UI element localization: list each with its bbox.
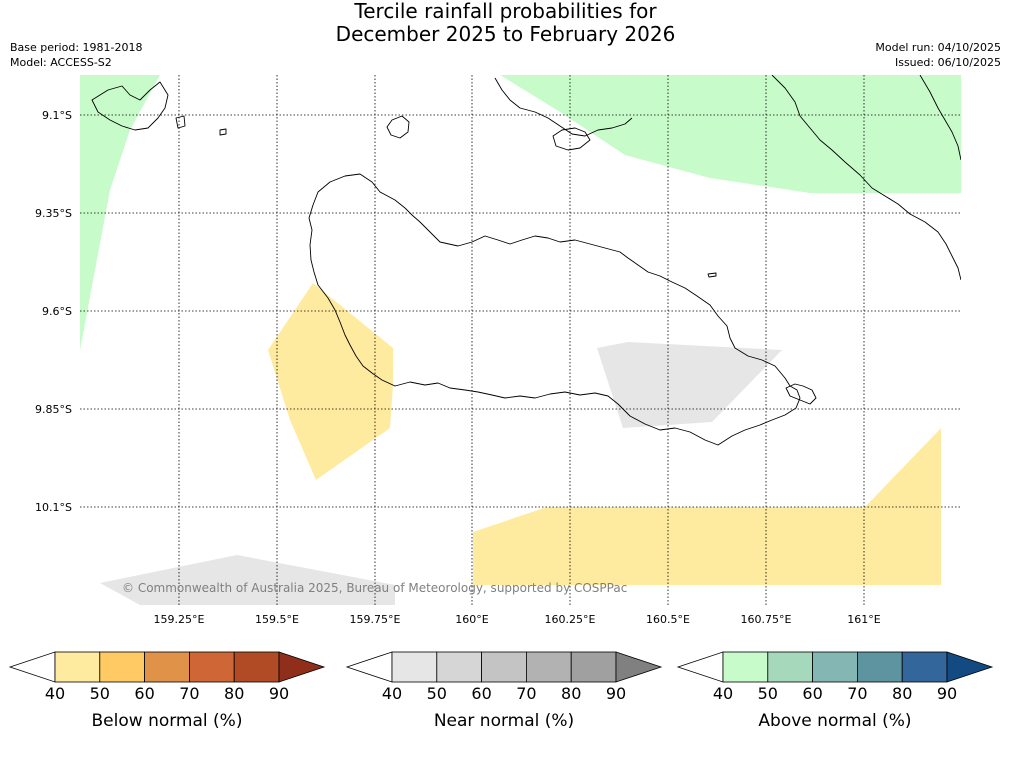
above-colorbar-segment (901, 651, 948, 683)
near-colorbar-segment (570, 651, 617, 683)
above-colorbar-left-arrow (676, 651, 724, 683)
below-colorbar-tick-label: 90 (269, 684, 289, 703)
savo-island-coastline (386, 115, 410, 139)
above-colorbar-tick-label: 80 (892, 684, 912, 703)
near-colorbar-segment (526, 651, 572, 683)
above-colorbar-right-arrow (946, 651, 994, 683)
gridlines (80, 75, 961, 605)
near-colorbar-segment (436, 651, 482, 683)
near-colorbar-segment (481, 651, 527, 683)
lon-label-1: 159.25°E (154, 613, 205, 626)
map-title: Tercile rainfall probabilities for Decem… (0, 0, 1011, 46)
above-normal-region-northeast (500, 75, 961, 193)
lat-label-1: 9.1°S (42, 109, 72, 122)
above-colorbar-tick-label: 60 (802, 684, 822, 703)
above-colorbar-tick-label: 90 (937, 684, 957, 703)
east-islets-coastline (785, 383, 817, 405)
below-colorbar-segment (99, 651, 146, 683)
makira-east-coastline (919, 75, 961, 161)
lon-label-3: 159.75°E (350, 613, 401, 626)
lon-label-2: 159.5°E (255, 613, 299, 626)
lat-label-2: 9.35°S (35, 207, 72, 220)
near-normal-colorbar: 40 50 60 70 80 90 Near normal (%) (345, 651, 663, 731)
title-line-2: December 2025 to February 2026 (335, 22, 676, 46)
lon-label-6: 160.5°E (646, 613, 690, 626)
below-colorbar-title: Below normal (%) (92, 711, 243, 731)
above-colorbar-tick-label: 70 (847, 684, 867, 703)
model-text: Model: ACCESS-S2 (10, 56, 112, 69)
above-colorbar-segment (857, 651, 903, 683)
near-normal-region-southwest (100, 555, 395, 605)
near-normal-region-east (597, 342, 782, 428)
issued-text: Issued: 06/10/2025 (894, 56, 1001, 69)
meta-right: Model run: 04/10/2025 Issued: 06/10/2025 (875, 40, 1001, 70)
latitude-labels: 9.1°S 9.35°S 9.6°S 9.85°S 10.1°S (35, 109, 72, 514)
model-run-text: Model run: 04/10/2025 (875, 41, 1001, 54)
near-colorbar-tick-label: 80 (561, 684, 581, 703)
above-colorbar-segment (722, 651, 769, 683)
near-colorbar-title: Near normal (%) (434, 711, 574, 731)
florida-islet-2-coastline (219, 128, 227, 136)
florida-islands-coastline (91, 81, 169, 131)
malaita-islets-coastline (552, 127, 591, 151)
near-colorbar-left-arrow (345, 651, 393, 683)
near-colorbar-tick-label: 40 (382, 684, 402, 703)
below-colorbar-tick-label: 40 (45, 684, 65, 703)
map-panel: © Commonwealth of Australia 2025, Bureau… (80, 75, 961, 605)
meta-left: Base period: 1981-2018 Model: ACCESS-S2 (10, 40, 142, 70)
above-colorbar-tick-label: 40 (713, 684, 733, 703)
copyright-credit: © Commonwealth of Australia 2025, Bureau… (122, 581, 627, 595)
below-colorbar-tick-label: 50 (90, 684, 110, 703)
florida-islet-1-coastline (175, 115, 186, 129)
near-colorbar-segment (391, 651, 438, 683)
malaita-coastline (494, 77, 633, 137)
above-colorbar-tick-label: 50 (758, 684, 778, 703)
above-colorbar-segment (767, 651, 813, 683)
lat-label-5: 10.1°S (35, 501, 72, 514)
lon-label-4: 160°E (455, 613, 488, 626)
near-colorbar-tick-label: 90 (606, 684, 626, 703)
lat-label-3: 9.6°S (42, 305, 72, 318)
lon-label-5: 160.25°E (545, 613, 596, 626)
above-colorbar-title: Above normal (%) (758, 711, 911, 731)
colorbar-legends: 40 50 60 70 80 90 Below normal (%) 40 50 60 70 80 90… (8, 651, 994, 731)
below-normal-region-west (268, 283, 393, 480)
below-colorbar-segment (188, 651, 235, 683)
below-colorbar-tick-label: 80 (224, 684, 244, 703)
below-colorbar-right-arrow (278, 651, 326, 683)
below-colorbar-left-arrow (8, 651, 56, 683)
longitude-labels: 159.25°E 159.5°E 159.75°E 160°E 160.25°E… (154, 613, 881, 626)
below-colorbar-segment (233, 651, 280, 683)
islet-coastline (707, 272, 717, 278)
near-colorbar-tick-label: 50 (427, 684, 447, 703)
lon-label-7: 160.75°E (741, 613, 792, 626)
near-colorbar-tick-label: 60 (471, 684, 491, 703)
above-colorbar-segment (812, 651, 858, 683)
below-colorbar-tick-label: 70 (179, 684, 199, 703)
below-colorbar-segment (54, 651, 101, 683)
guadalcanal-coastline (308, 173, 801, 446)
below-colorbar-tick-label: 60 (134, 684, 154, 703)
near-colorbar-right-arrow (615, 651, 663, 683)
above-normal-colorbar: 40 50 60 70 80 90 Above normal (%) (676, 651, 994, 731)
makira-coastline (771, 75, 961, 281)
lon-label-8: 161°E (847, 613, 880, 626)
above-normal-region-northwest (80, 75, 160, 350)
below-normal-region-south (473, 428, 941, 585)
base-period-text: Base period: 1981-2018 (10, 41, 143, 54)
title-line-1: Tercile rainfall probabilities for (354, 0, 657, 23)
below-normal-colorbar: 40 50 60 70 80 90 Below normal (%) (8, 651, 326, 731)
lat-label-4: 9.85°S (35, 403, 72, 416)
near-colorbar-tick-label: 70 (516, 684, 536, 703)
coastlines (91, 75, 961, 446)
below-colorbar-segment (144, 651, 190, 683)
